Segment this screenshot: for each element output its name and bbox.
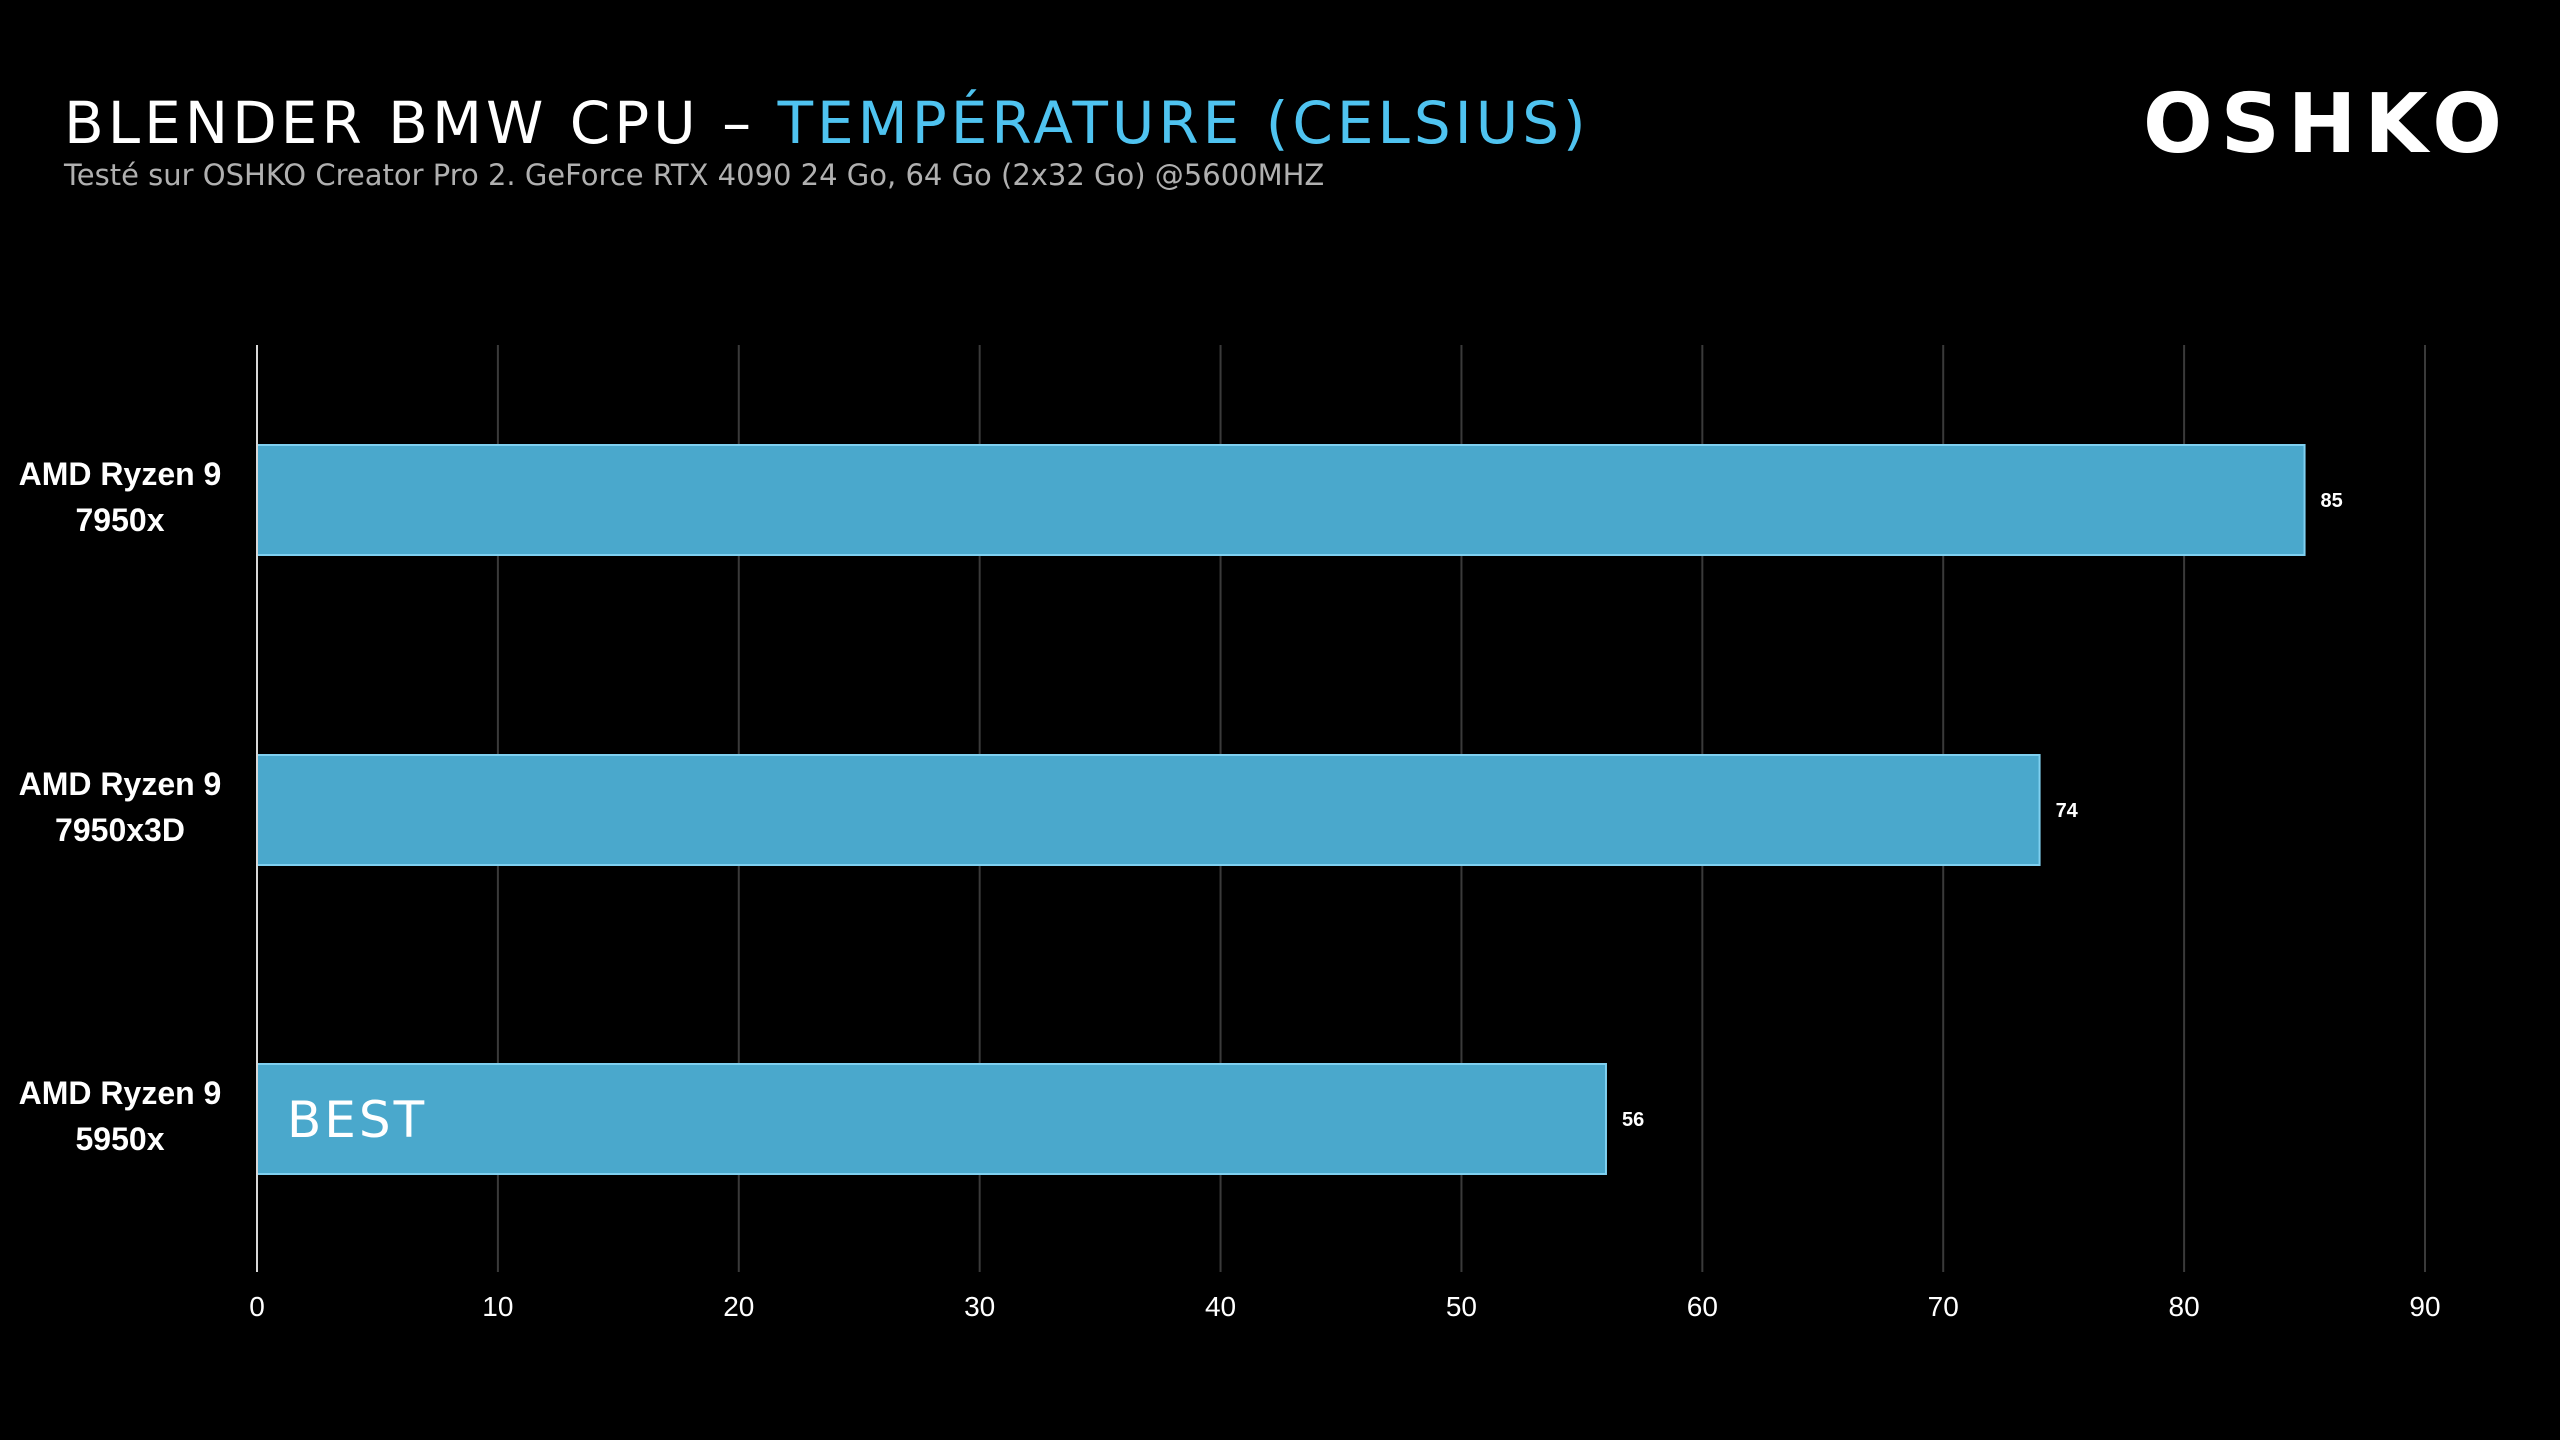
category-label: 5950x (76, 1121, 165, 1157)
labels: 0 10 20 30 40 50 60 70 80 90 85 AMD Ryzen 9 7950x 74 A… (19, 456, 2441, 1322)
category-label: 7950x (76, 502, 165, 538)
data-label: 85 (2321, 490, 2343, 512)
category-label: AMD Ryzen 9 (19, 456, 222, 492)
title-main: BLENDER BMW CPU – (64, 89, 778, 157)
x-tick-label: 80 (2169, 1291, 2200, 1322)
chart-title: BLENDER BMW CPU – TEMPÉRATURE (CELSIUS) (64, 88, 1590, 158)
x-tick-label: 40 (1205, 1291, 1236, 1322)
bar (256, 1063, 1607, 1175)
x-tick-label: 60 (1687, 1291, 1718, 1322)
x-tick-label: 20 (723, 1291, 754, 1322)
x-tick-label: 10 (482, 1291, 513, 1322)
category-label: AMD Ryzen 9 (19, 1075, 222, 1111)
bar (256, 444, 2306, 556)
bar (256, 754, 2041, 866)
x-tick-label: 30 (964, 1291, 995, 1322)
bars (256, 444, 2306, 1175)
data-label: 56 (1622, 1109, 1644, 1131)
x-tick-label: 50 (1446, 1291, 1477, 1322)
chart-subtitle: Testé sur OSHKO Creator Pro 2. GeForce R… (64, 158, 1325, 192)
category-label: AMD Ryzen 9 (19, 766, 222, 802)
best-annotation: BEST (287, 1091, 427, 1149)
data-label: 74 (2056, 800, 2079, 822)
title-accent: TEMPÉRATURE (CELSIUS) (777, 89, 1590, 157)
x-tick-label: 90 (2409, 1291, 2440, 1322)
category-label: 7950x3D (55, 812, 185, 848)
x-tick-label: 70 (1928, 1291, 1959, 1322)
oshko-logo: OSHKO (2143, 77, 2510, 172)
x-tick-label: 0 (249, 1291, 265, 1322)
